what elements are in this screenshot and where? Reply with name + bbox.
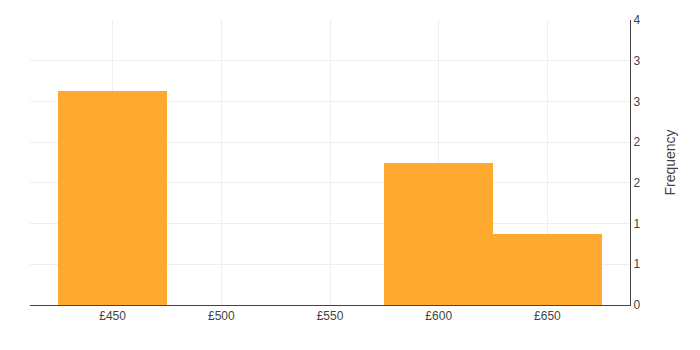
svg-text:2: 2	[633, 176, 640, 190]
svg-text:Frequency: Frequency	[662, 129, 678, 195]
svg-text:0: 0	[633, 298, 640, 312]
svg-text:£450: £450	[99, 309, 126, 323]
svg-text:1: 1	[633, 217, 640, 231]
svg-text:£600: £600	[425, 309, 452, 323]
svg-text:£650: £650	[534, 309, 561, 323]
svg-text:1: 1	[633, 257, 640, 271]
svg-text:£500: £500	[208, 309, 235, 323]
svg-text:4: 4	[633, 13, 640, 27]
svg-text:£550: £550	[317, 309, 344, 323]
svg-text:3: 3	[633, 54, 640, 68]
svg-text:3: 3	[633, 95, 640, 109]
svg-text:2: 2	[633, 135, 640, 149]
